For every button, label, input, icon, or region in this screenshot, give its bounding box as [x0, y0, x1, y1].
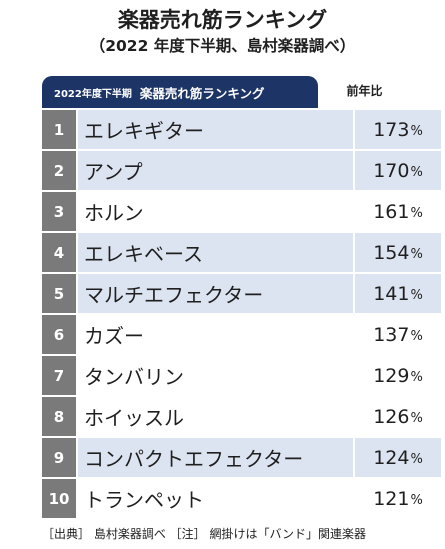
ranking-table: 1 エレキギター 173% 2 アンプ 170% 3 ホルン 161% 4 エレキベース 154% 5 マ…	[42, 110, 441, 520]
growth-value: 124%	[355, 438, 441, 477]
growth-number: 126	[373, 405, 410, 428]
table-row: 4 エレキベース 154%	[42, 233, 441, 272]
ratio-column-header: 前年比	[346, 84, 383, 98]
percent-unit: %	[410, 247, 423, 262]
instrument-name: コンパクトエフェクター	[78, 438, 353, 477]
table-row: 2 アンプ 170%	[42, 151, 441, 190]
instrument-name: カズー	[84, 324, 144, 348]
percent-unit: %	[410, 452, 423, 467]
growth-value: 154%	[355, 233, 441, 272]
instrument-name: ホルン	[84, 201, 144, 225]
rank-number: 1	[42, 110, 76, 149]
growth-value: 141%	[355, 274, 441, 313]
percent-unit: %	[410, 493, 423, 508]
source-note: ［出典］ 島村楽器調べ ［注］ 網掛けは「バンド」関連楽器	[42, 527, 367, 541]
percent-unit: %	[410, 329, 423, 344]
growth-number: 129	[373, 364, 410, 387]
instrument-name: アンプ	[78, 151, 353, 190]
growth-value: 126%	[355, 397, 441, 436]
growth-number: 161	[373, 200, 410, 223]
rank-number: 7	[42, 356, 76, 395]
rank-number: 8	[42, 397, 76, 436]
instrument-name: トランペット	[84, 488, 204, 512]
rank-number: 2	[42, 151, 76, 190]
table-row: 10 トランペット 121%	[42, 479, 423, 518]
page-subtitle: （2022 年度下半期、島村楽器調べ）	[89, 37, 356, 55]
percent-unit: %	[410, 206, 423, 221]
rank-number: 6	[42, 315, 76, 354]
instrument-name: エレキギター	[78, 110, 353, 149]
table-row: 1 エレキギター 173%	[42, 110, 441, 149]
table-row: 5 マルチエフェクター 141%	[42, 274, 441, 313]
table-row: 8 ホイッスル 126%	[42, 397, 423, 436]
rank-number: 3	[42, 192, 76, 231]
table-row: 7 タンバリン 129%	[42, 356, 423, 395]
growth-value: 173%	[355, 110, 441, 149]
growth-number: 173	[373, 118, 410, 141]
rank-number: 4	[42, 233, 76, 272]
growth-number: 121	[373, 487, 410, 510]
percent-unit: %	[410, 370, 423, 385]
percent-unit: %	[410, 165, 423, 180]
table-header-period: 2022年度下半期	[54, 88, 132, 100]
rank-number: 9	[42, 438, 76, 477]
instrument-name: ホイッスル	[84, 406, 184, 430]
growth-value: 121%	[355, 479, 441, 518]
percent-unit: %	[410, 288, 423, 303]
growth-number: 137	[373, 323, 410, 346]
percent-unit: %	[410, 411, 423, 426]
growth-number: 170	[373, 159, 410, 182]
growth-number: 141	[373, 282, 410, 305]
rank-number: 5	[42, 274, 76, 313]
percent-unit: %	[410, 124, 423, 139]
page-title: 楽器売れ筋ランキング	[117, 8, 328, 32]
growth-number: 154	[373, 241, 410, 264]
instrument-name: エレキベース	[78, 233, 353, 272]
table-header: 2022年度下半期 楽器売れ筋ランキング	[42, 76, 318, 108]
growth-value: 161%	[355, 192, 441, 231]
table-row: 9 コンパクトエフェクター 124%	[42, 438, 441, 477]
growth-value: 129%	[355, 356, 441, 395]
rank-number: 10	[42, 479, 76, 518]
table-row: 3 ホルン 161%	[42, 192, 423, 231]
growth-number: 124	[373, 446, 410, 469]
table-header-title: 楽器売れ筋ランキング	[139, 85, 265, 101]
growth-value: 137%	[355, 315, 441, 354]
table-row: 6 カズー 137%	[42, 315, 423, 354]
instrument-name: マルチエフェクター	[78, 274, 353, 313]
growth-value: 170%	[355, 151, 441, 190]
instrument-name: タンバリン	[84, 365, 184, 389]
